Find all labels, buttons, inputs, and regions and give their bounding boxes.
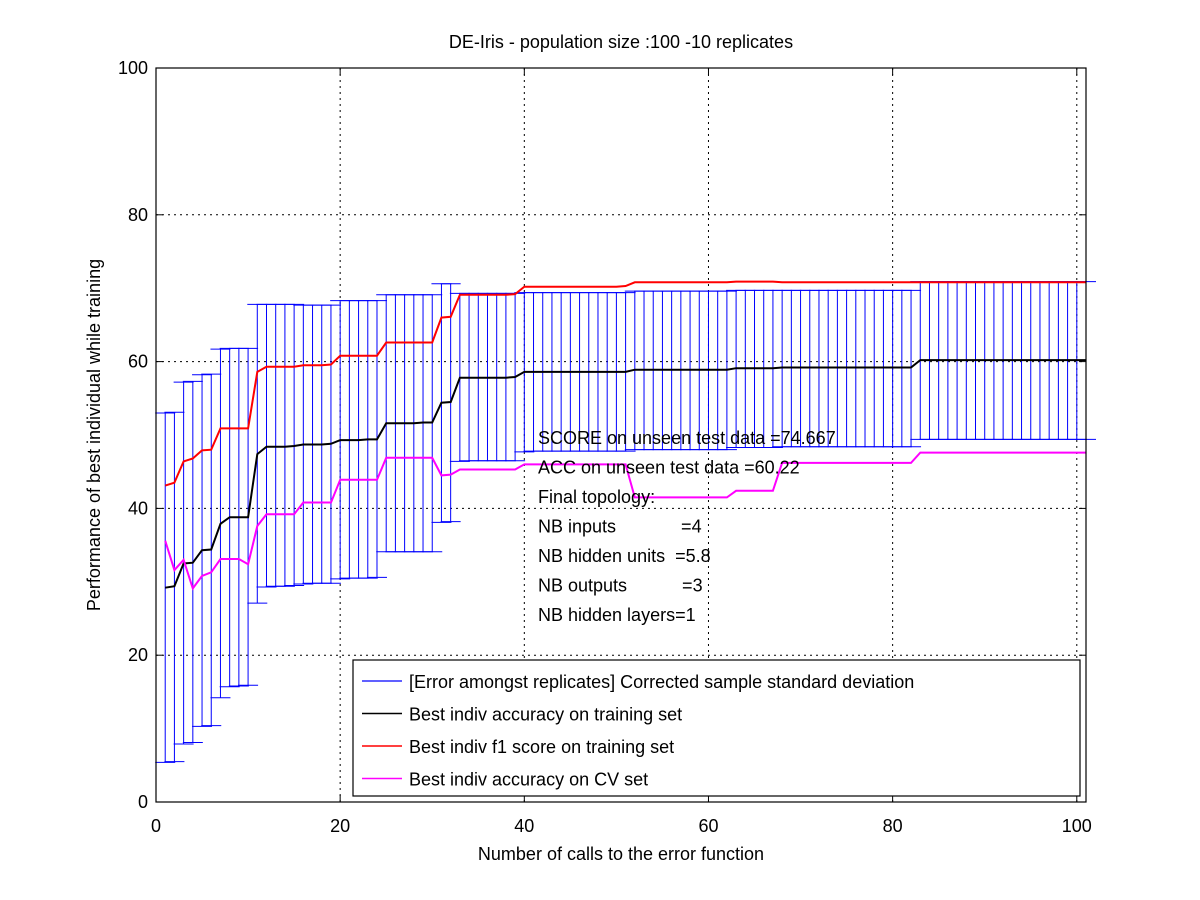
- y-tick-label: 60: [128, 352, 148, 372]
- y-tick-label: 20: [128, 645, 148, 665]
- x-axis-label: Number of calls to the error function: [478, 844, 764, 864]
- legend-box: [352, 659, 1081, 797]
- axis-ticks: 0 20 40 60 80 100 0 20 40 60 80 100: [118, 58, 1092, 836]
- x-tick-label: 20: [330, 816, 350, 836]
- plot-frame: [155, 67, 1087, 803]
- x-tick-label: 80: [883, 816, 903, 836]
- x-tick-label: 40: [514, 816, 534, 836]
- x-tick-label: 0: [151, 816, 161, 836]
- series-line-1: [165, 359, 1086, 589]
- annotations: SCORE on unseen test data =74.667 ACC on …: [538, 428, 836, 625]
- x-tick-label: 60: [698, 816, 718, 836]
- annotation-line: NB hidden layers=1: [538, 605, 696, 625]
- y-tick-label: 100: [118, 58, 148, 78]
- error-bar: [284, 303, 305, 586]
- legend: [Error amongst replicates] Corrected sam…: [352, 659, 1081, 797]
- chart-title: DE-Iris - population size :100 -10 repli…: [449, 32, 793, 52]
- legend-label: Best indiv f1 score on training set: [409, 737, 674, 757]
- legend-label: Best indiv accuracy on training set: [409, 705, 682, 725]
- y-axis-label: Performance of best individual while tra…: [84, 259, 104, 611]
- legend-label: [Error amongst replicates] Corrected sam…: [409, 672, 914, 692]
- series-lines: [164, 280, 1086, 591]
- x-tick-label: 100: [1062, 816, 1092, 836]
- annotation-line: ACC on unseen test data =60.22: [538, 458, 800, 478]
- annotation-line: NB outputs =3: [538, 576, 703, 596]
- y-tick-label: 0: [138, 792, 148, 812]
- series-line-2: [164, 280, 1086, 487]
- series-line-3: [164, 451, 1086, 591]
- annotation-line: NB inputs =4: [538, 517, 702, 537]
- legend-label: Best indiv accuracy on CV set: [409, 770, 648, 790]
- y-tick-label: 40: [128, 498, 148, 518]
- error-bar: [901, 289, 922, 448]
- annotation-line: Final topology:: [538, 487, 655, 507]
- annotation-line: NB hidden units =5.8: [538, 546, 711, 566]
- y-tick-label: 80: [128, 205, 148, 225]
- annotation-line: SCORE on unseen test data =74.667: [538, 428, 836, 448]
